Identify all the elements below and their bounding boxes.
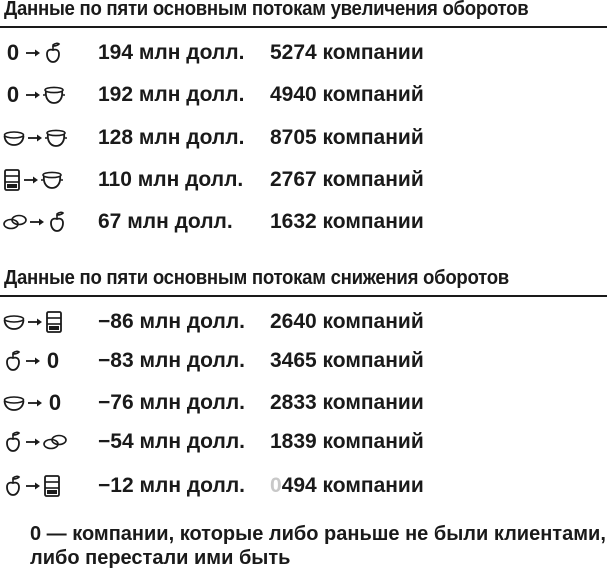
- zero-symbol: 0: [6, 40, 20, 65]
- flow-row: 0 −83 млн долл. 3465 компаний: [0, 346, 607, 376]
- flow-transition: 0: [2, 40, 80, 66]
- seedling-icon: [2, 430, 24, 454]
- arrow-right-icon: [22, 175, 40, 185]
- flow-amount: −83 млн долл.: [98, 349, 245, 372]
- seedling-icon: [2, 349, 24, 373]
- flow-row: −12 млн долл. 0494 компании: [0, 471, 607, 501]
- flow-amount: −12 млн долл.: [98, 474, 245, 497]
- legend-note-line-1: 0 — компании, которые либо раньше не был…: [30, 523, 606, 545]
- legend-note: 0 — компании, которые либо раньше не был…: [30, 522, 606, 570]
- pot-icon: [42, 83, 66, 107]
- flow-company-count: 4940 компаний: [270, 83, 424, 106]
- flow-transition: 0: [2, 82, 80, 108]
- flow-company-count: 5274 компании: [270, 41, 424, 64]
- flow-amount: 67 млн долл.: [98, 210, 233, 233]
- flow-amount: 192 млн долл.: [98, 83, 245, 106]
- flow-company-count: 2767 компаний: [270, 168, 424, 191]
- box-icon: [42, 474, 62, 498]
- flow-transition: [2, 209, 80, 235]
- flow-row: 0 192 млн долл. 4940 компаний: [0, 80, 607, 110]
- link-icon: [42, 430, 68, 454]
- flow-company-count: 8705 компаний: [270, 126, 424, 149]
- legend-note-line-2: либо перестали ими быть: [30, 547, 291, 569]
- section-heading-increase: Данные по пяти основным потокам увеличен…: [4, 0, 529, 20]
- flow-amount: 194 млн долл.: [98, 41, 245, 64]
- flow-transition: 0: [2, 390, 80, 416]
- flow-row: −54 млн долл. 1839 компаний: [0, 427, 607, 457]
- flow-transition: [2, 167, 80, 193]
- flow-row: 0 −76 млн долл. 2833 компании: [0, 388, 607, 418]
- flow-transition: 0: [2, 348, 80, 374]
- flow-company-count: 1839 компаний: [270, 430, 424, 453]
- box-icon: [2, 168, 22, 192]
- arrow-right-icon: [26, 133, 44, 143]
- arrow-right-icon: [24, 481, 42, 491]
- seedling-icon: [2, 474, 24, 498]
- arrow-right-icon: [28, 217, 46, 227]
- heading-rule: [0, 295, 607, 297]
- arrow-right-icon: [24, 356, 42, 366]
- zero-symbol: 0: [46, 348, 60, 373]
- seedling-icon: [46, 210, 68, 234]
- flow-transition: [2, 125, 80, 151]
- pot-icon: [40, 168, 64, 192]
- flow-row: 67 млн долл. 1632 компании: [0, 207, 607, 237]
- flow-company-count: 0494 компании: [270, 474, 424, 497]
- bowl-icon: [2, 126, 26, 150]
- arrow-right-icon: [24, 48, 42, 58]
- flow-amount: −76 млн долл.: [98, 391, 245, 414]
- flow-row: 0 194 млн долл. 5274 компании: [0, 38, 607, 68]
- flow-transition: [2, 473, 80, 499]
- flow-company-count: 2833 компании: [270, 391, 424, 414]
- bowl-icon: [2, 310, 26, 334]
- flow-row: −86 млн долл. 2640 компаний: [0, 307, 607, 337]
- flow-amount: 128 млн долл.: [98, 126, 245, 149]
- bowl-icon: [2, 391, 26, 415]
- flow-company-count: 3465 компаний: [270, 349, 424, 372]
- flow-transition: [2, 309, 80, 335]
- flow-row: 128 млн долл. 8705 компаний: [0, 123, 607, 153]
- section-heading-decrease: Данные по пяти основным потокам снижения…: [4, 267, 509, 289]
- zero-symbol: 0: [48, 390, 62, 415]
- box-icon: [44, 310, 64, 334]
- flow-amount: −86 млн долл.: [98, 310, 245, 333]
- heading-rule: [0, 26, 607, 28]
- link-icon: [2, 210, 28, 234]
- flow-transition: [2, 429, 80, 455]
- flow-row: 110 млн долл. 2767 компаний: [0, 165, 607, 195]
- arrow-right-icon: [24, 90, 42, 100]
- arrow-right-icon: [26, 398, 44, 408]
- flow-company-count: 1632 компании: [270, 210, 424, 233]
- seedling-icon: [42, 41, 64, 65]
- flow-amount: 110 млн долл.: [98, 168, 244, 191]
- zero-symbol: 0: [6, 82, 20, 107]
- flow-company-count: 2640 компаний: [270, 310, 424, 333]
- flow-amount: −54 млн долл.: [98, 430, 245, 453]
- arrow-right-icon: [26, 317, 44, 327]
- arrow-right-icon: [24, 437, 42, 447]
- pot-icon: [44, 126, 68, 150]
